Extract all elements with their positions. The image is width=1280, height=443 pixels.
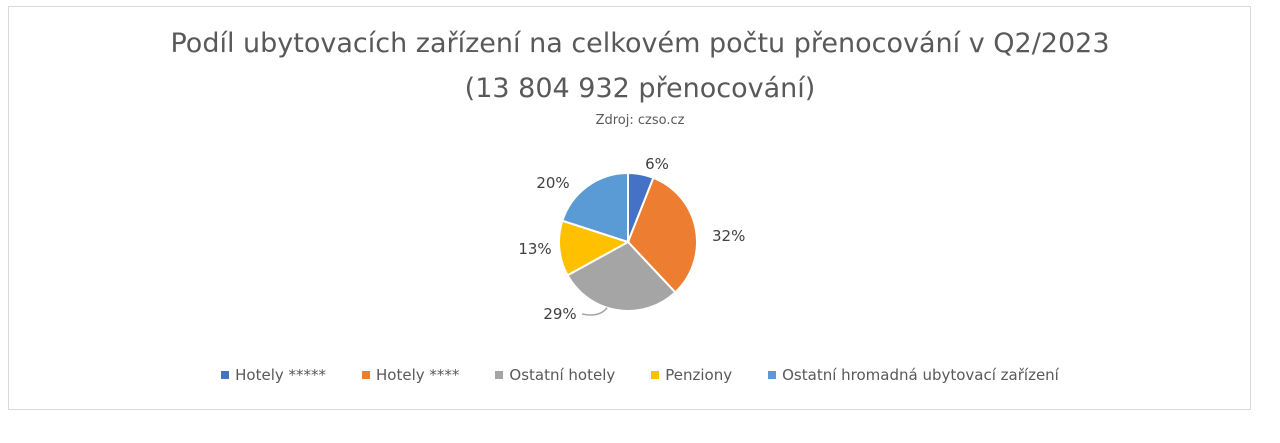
- legend-item: Ostatní hotely: [495, 366, 615, 384]
- legend-swatch: [768, 371, 777, 379]
- data-label: 20%: [536, 174, 569, 192]
- pie-slice: [558, 219, 631, 277]
- legend-label: Hotely *****: [235, 366, 327, 384]
- pie-slice: [561, 171, 629, 244]
- legend-swatch: [362, 371, 371, 379]
- data-label: 13%: [518, 240, 551, 258]
- legend-item: Hotely *****: [221, 366, 326, 384]
- pie-slice: [566, 240, 677, 312]
- legend-item: Penziony: [651, 366, 732, 384]
- legend: Hotely ***** Hotely **** Ostatní hotely Pen…: [0, 366, 1280, 384]
- legend-swatch: [495, 371, 504, 379]
- legend-label: Hotely ****: [376, 366, 460, 384]
- pie-slice: [626, 176, 698, 294]
- chart-title: Podíl ubytovacích zařízení na celkovém p…: [170, 28, 1110, 59]
- data-label: 6%: [645, 155, 669, 173]
- data-label: 32%: [712, 227, 745, 245]
- chart-subtitle: (13 804 932 přenocování): [464, 73, 816, 104]
- legend-swatch: [221, 371, 230, 379]
- legend-item: Ostatní hromadná ubytovací zařízení: [768, 366, 1059, 384]
- leader-line: [581, 307, 608, 316]
- legend-label: Penziony: [665, 366, 733, 384]
- data-label: 29%: [543, 305, 576, 323]
- chart-source: Zdroj: czso.cz: [595, 113, 685, 128]
- legend-label: Ostatní hromadná ubytovací zařízení: [782, 366, 1059, 384]
- legend-swatch: [651, 371, 660, 379]
- legend-label: Ostatní hotely: [509, 366, 616, 384]
- legend-item: Hotely ****: [362, 366, 459, 384]
